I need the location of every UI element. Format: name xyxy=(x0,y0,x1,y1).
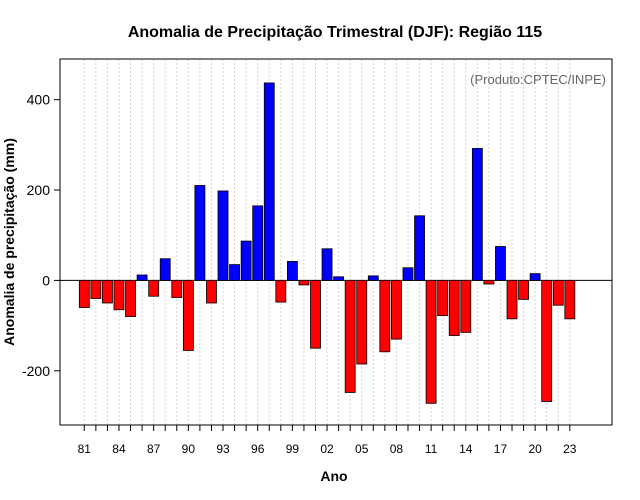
bar-1989 xyxy=(171,280,183,298)
bar-2018 xyxy=(506,280,518,320)
plot-frame xyxy=(59,58,613,426)
x-tick-label-84: 84 xyxy=(112,442,126,456)
bar-2002 xyxy=(321,248,333,281)
bar-2013 xyxy=(448,280,460,336)
y-tick-label-0: 0 xyxy=(42,272,50,288)
bar-1993 xyxy=(217,190,229,281)
bar-2016 xyxy=(483,280,495,285)
grid-layer xyxy=(83,59,571,425)
x-tick-label-96: 96 xyxy=(251,442,265,456)
bar-2011 xyxy=(425,280,437,404)
bar-2020 xyxy=(529,273,541,281)
bar-2005 xyxy=(356,280,368,365)
bar-1998 xyxy=(275,280,287,303)
credit-text: (Produto:CPTEC/INPE) xyxy=(470,72,606,87)
bar-2000 xyxy=(298,280,310,286)
bar-2023 xyxy=(564,280,576,320)
bar-2017 xyxy=(495,246,506,281)
x-axis-label: Ano xyxy=(320,468,347,484)
bar-1985 xyxy=(125,280,136,317)
bar-1995 xyxy=(240,240,252,281)
y-tick-label--200: -200 xyxy=(22,363,50,379)
x-tick-label-02: 02 xyxy=(320,442,334,456)
bar-1988 xyxy=(159,258,171,281)
bar-2007 xyxy=(379,280,391,353)
y-tick-label-200: 200 xyxy=(27,182,51,198)
bar-1986 xyxy=(136,274,148,281)
bar-2021 xyxy=(541,280,553,402)
x-tick-label-14: 14 xyxy=(459,442,473,456)
bar-2012 xyxy=(437,280,449,317)
bar-1987 xyxy=(148,280,160,297)
bar-2004 xyxy=(344,280,356,393)
x-tick-label-17: 17 xyxy=(494,442,508,456)
x-tick-label-87: 87 xyxy=(147,442,161,456)
x-tick-label-90: 90 xyxy=(182,442,196,456)
x-tick-label-93: 93 xyxy=(216,442,230,456)
bar-2009 xyxy=(402,267,414,281)
bar-1999 xyxy=(286,261,298,281)
bar-1982 xyxy=(90,280,102,299)
bar-1992 xyxy=(206,280,217,304)
y-axis-label: Anomalia de precipitação (mm) xyxy=(1,138,17,346)
bar-1996 xyxy=(252,205,264,281)
x-tick-label-08: 08 xyxy=(390,442,404,456)
bar-layer xyxy=(78,82,576,404)
y-tick-label-400: 400 xyxy=(27,92,51,108)
bar-2003 xyxy=(333,276,345,281)
x-tick-label-20: 20 xyxy=(528,442,542,456)
x-tick-label-11: 11 xyxy=(425,442,438,456)
x-tick-label-23: 23 xyxy=(563,442,577,456)
bar-2006 xyxy=(367,275,379,281)
x-tick-label-81: 81 xyxy=(78,442,92,456)
bar-1983 xyxy=(102,280,113,304)
chart-title: Anomalia de Precipitação Trimestral (DJF… xyxy=(128,24,542,41)
bar-2010 xyxy=(414,215,425,281)
bar-2008 xyxy=(391,280,402,340)
bar-2015 xyxy=(471,148,483,281)
axis-layer: -200 0 200 400 81 84 87 90 93 96 99 02 05 08 11 14 17 20 2… xyxy=(22,92,577,456)
bar-1994 xyxy=(229,264,240,281)
bar-2001 xyxy=(310,280,321,349)
x-tick-label-05: 05 xyxy=(355,442,369,456)
bar-1990 xyxy=(182,280,194,351)
bar-2014 xyxy=(460,280,472,333)
bar-2022 xyxy=(552,280,564,306)
bar-2019 xyxy=(518,280,529,300)
bar-1991 xyxy=(194,185,206,281)
bar-1997 xyxy=(263,82,275,281)
bar-1981 xyxy=(78,280,90,308)
x-tick-label-99: 99 xyxy=(286,442,300,456)
bar-1984 xyxy=(113,280,125,311)
